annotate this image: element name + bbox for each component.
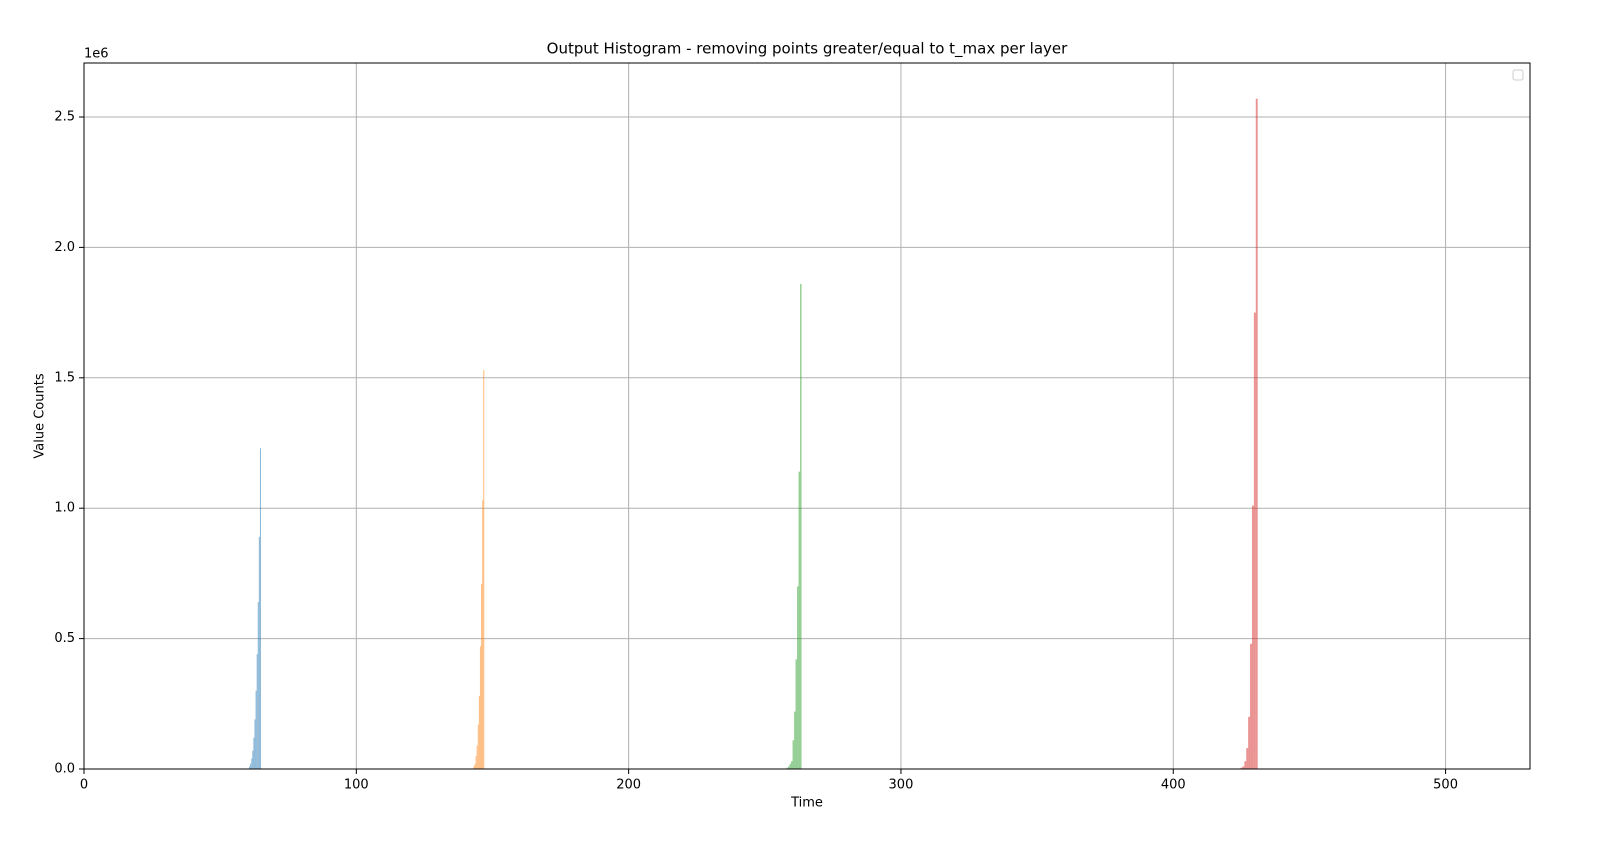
histogram-bar <box>1248 716 1251 769</box>
histogram-bar <box>797 586 799 769</box>
histogram-bar <box>254 719 256 769</box>
histogram-bar <box>476 745 478 769</box>
histogram-bar <box>252 750 254 769</box>
y-offset-label: 1e6 <box>84 47 109 62</box>
histogram-bar <box>792 740 795 769</box>
x-tick-label: 0 <box>80 778 88 793</box>
x-tick-label: 300 <box>889 778 914 793</box>
histogram-bar <box>1250 643 1252 769</box>
histogram-bar <box>477 724 479 769</box>
histogram-bar <box>786 767 789 769</box>
histogram-bar <box>475 755 477 769</box>
histogram-bar <box>474 763 476 769</box>
histogram-bar <box>795 659 798 769</box>
x-tick-label: 500 <box>1433 778 1458 793</box>
histogram-bar <box>253 737 255 769</box>
histogram-bar <box>481 583 483 769</box>
histogram-bar <box>478 695 480 769</box>
histogram-bar <box>1244 761 1247 769</box>
histogram-bar <box>256 654 258 769</box>
x-axis-label: Time <box>790 796 823 811</box>
histogram-bar <box>1251 505 1254 769</box>
y-tick-label: 2.0 <box>54 240 75 255</box>
histogram-bar <box>794 711 796 769</box>
histogram-bar <box>791 761 793 769</box>
histogram-bar <box>251 758 253 769</box>
histogram-bar <box>800 283 802 769</box>
plot-frame <box>83 62 1531 770</box>
histogram-bar <box>259 448 262 769</box>
histogram-bar <box>483 369 485 769</box>
y-tick-label: 1.0 <box>54 501 75 516</box>
histogram-bar <box>1242 766 1245 769</box>
x-tick-label: 400 <box>1161 778 1186 793</box>
histogram-bar <box>789 763 792 769</box>
histogram-bar <box>482 500 484 769</box>
x-tick-label: 200 <box>616 778 641 793</box>
chart-title: Output Histogram - removing points great… <box>547 40 1068 59</box>
y-tick-label: 2.5 <box>54 109 75 124</box>
legend <box>1512 69 1524 81</box>
x-tick-label: 100 <box>344 778 369 793</box>
histogram-bar <box>250 763 252 769</box>
y-axis-label: Value Counts <box>33 373 48 458</box>
histogram-bar <box>479 646 482 769</box>
histogram-bar <box>249 766 251 769</box>
histogram-bar <box>258 536 260 769</box>
histogram-bar <box>1240 767 1243 769</box>
histogram-bar <box>798 471 801 769</box>
histogram-bar <box>473 766 475 769</box>
histogram-bar <box>257 602 259 769</box>
histogram-bar <box>1255 98 1258 769</box>
y-tick-label: 0.5 <box>54 631 75 646</box>
histogram-bar <box>1246 748 1249 769</box>
y-tick-label: 0.0 <box>54 762 75 777</box>
histogram-bar <box>255 690 257 769</box>
histogram-bar <box>1253 312 1256 769</box>
histogram-bar <box>788 766 790 769</box>
y-tick-label: 1.5 <box>54 370 75 385</box>
